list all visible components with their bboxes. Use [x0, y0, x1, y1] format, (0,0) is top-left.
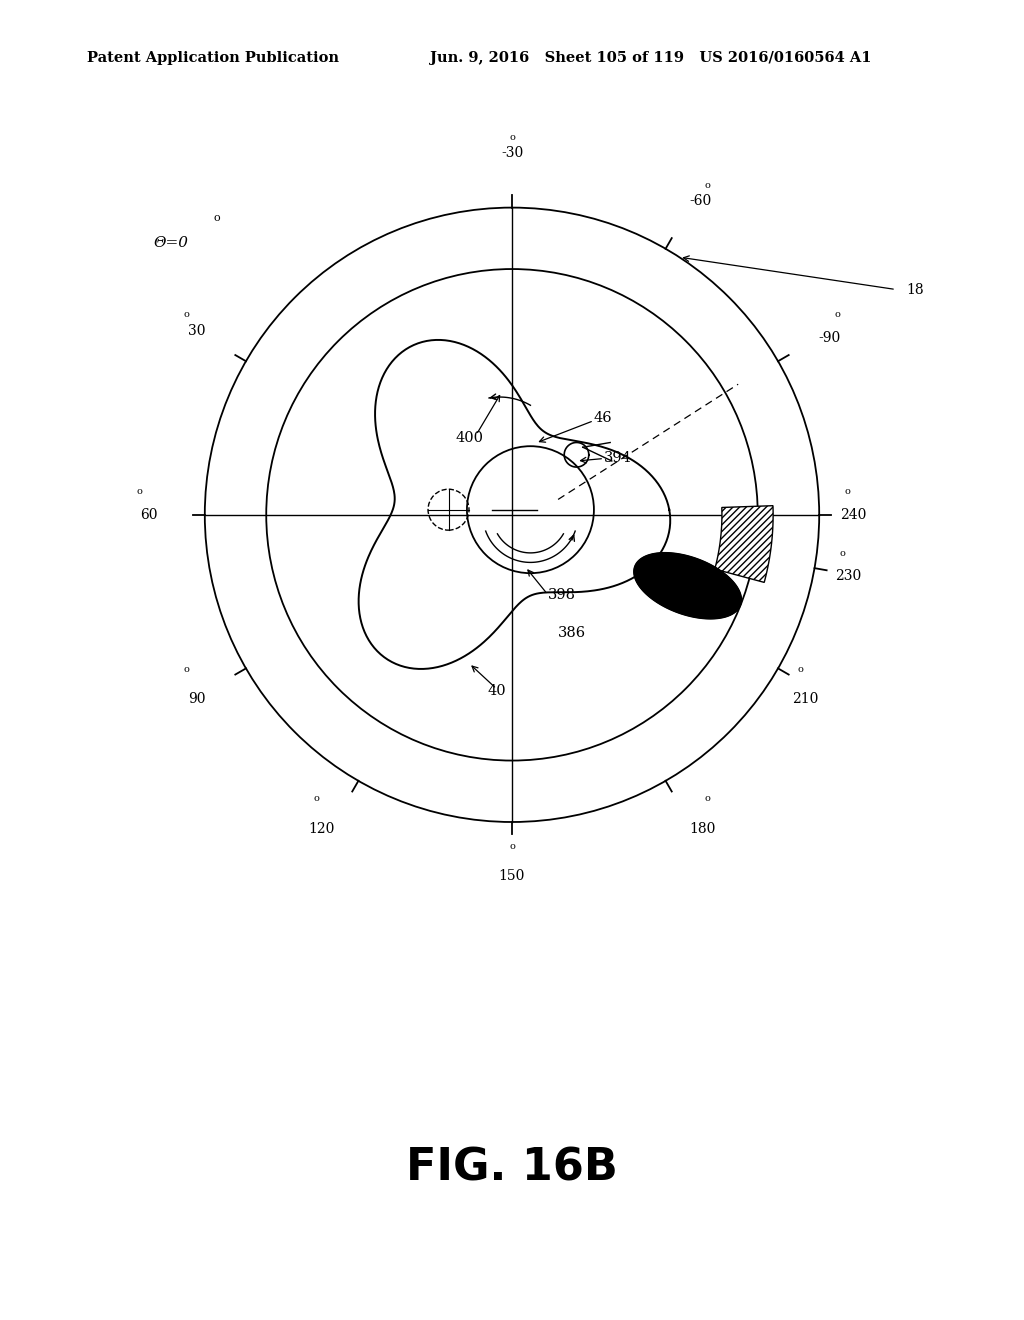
Text: 18: 18	[906, 282, 924, 297]
Text: FIG. 16B: FIG. 16B	[407, 1147, 617, 1189]
Text: 240: 240	[840, 508, 866, 521]
Text: o: o	[835, 310, 841, 319]
Text: -90: -90	[819, 330, 841, 345]
Text: o: o	[705, 181, 711, 190]
Text: o: o	[214, 213, 220, 223]
Text: o: o	[183, 310, 189, 319]
Text: -60: -60	[689, 194, 712, 209]
Text: -30: -30	[501, 147, 523, 161]
Text: 40: 40	[487, 684, 506, 698]
Text: o: o	[509, 842, 515, 850]
Polygon shape	[634, 553, 741, 619]
Text: 398: 398	[548, 587, 575, 602]
Text: 30: 30	[187, 323, 205, 338]
Text: 120: 120	[308, 821, 335, 836]
Text: o: o	[705, 795, 711, 803]
Text: 60: 60	[140, 508, 158, 521]
Text: Jun. 9, 2016   Sheet 105 of 119   US 2016/0160564 A1: Jun. 9, 2016 Sheet 105 of 119 US 2016/01…	[430, 51, 871, 65]
Text: o: o	[509, 133, 515, 143]
Text: 150: 150	[499, 869, 525, 883]
Text: 46: 46	[594, 411, 612, 425]
Text: o: o	[136, 487, 142, 496]
Text: 230: 230	[835, 569, 861, 583]
Text: o: o	[840, 549, 846, 558]
Text: Θ=0: Θ=0	[154, 236, 188, 251]
Polygon shape	[715, 506, 773, 582]
Text: 210: 210	[793, 692, 819, 706]
Text: o: o	[845, 487, 851, 496]
Text: Patent Application Publication: Patent Application Publication	[87, 51, 339, 65]
Text: 180: 180	[689, 821, 716, 836]
Text: o: o	[798, 664, 804, 673]
Text: 394: 394	[604, 451, 632, 466]
Text: 90: 90	[187, 692, 205, 706]
Text: 386: 386	[558, 626, 586, 640]
Text: o: o	[183, 664, 189, 673]
Text: o: o	[313, 795, 319, 803]
Text: 400: 400	[456, 432, 483, 445]
